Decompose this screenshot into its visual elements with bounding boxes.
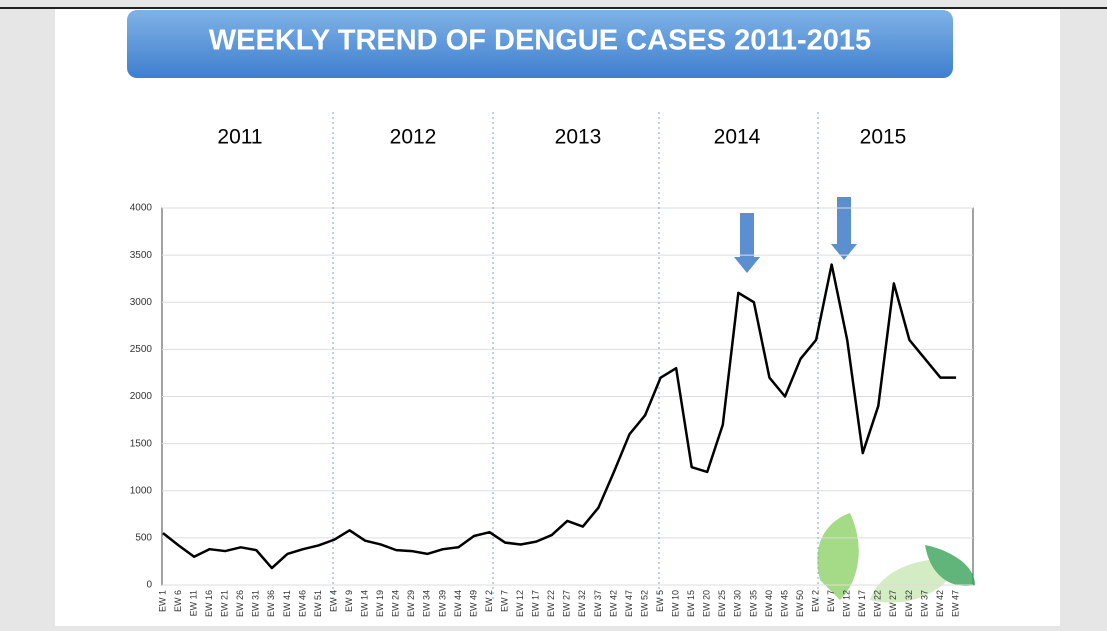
chart-title: WEEKLY TREND OF DENGUE CASES 2011-2015 <box>209 25 871 57</box>
x-tick-label: EW 17 <box>531 590 541 617</box>
y-tick-label: 3000 <box>130 297 153 308</box>
x-tick-label: EW 27 <box>888 590 898 617</box>
x-tick-label: EW 7 <box>826 590 836 612</box>
x-tick-label: EW 2 <box>810 590 820 612</box>
y-tick-label: 0 <box>146 580 152 591</box>
x-tick-label: EW 14 <box>360 590 370 617</box>
x-tick-label: EW 21 <box>220 590 230 617</box>
x-tick-label: EW 22 <box>873 590 883 617</box>
x-tick-label: EW 27 <box>562 590 572 617</box>
x-tick-label: EW 50 <box>795 590 805 617</box>
x-tick-label: EW 17 <box>857 590 867 617</box>
x-tick-label: EW 42 <box>608 590 618 617</box>
y-tick-label: 500 <box>135 533 152 544</box>
x-tick-label: EW 20 <box>702 590 712 617</box>
year-label: 2015 <box>860 126 907 149</box>
x-tick-label: EW 46 <box>297 590 307 617</box>
x-tick-label: EW 10 <box>671 590 681 617</box>
leaves <box>817 513 975 603</box>
x-tick-label: EW 7 <box>499 590 509 612</box>
x-tick-label: EW 1 <box>157 590 167 612</box>
data-line <box>162 263 957 570</box>
x-tick-label: EW 40 <box>764 590 774 617</box>
x-tick-label: EW 4 <box>328 590 338 612</box>
x-tick-label: EW 9 <box>344 590 354 612</box>
x-tick-label: EW 16 <box>204 590 214 617</box>
x-tick-label: EW 37 <box>919 590 929 617</box>
x-tick-label: EW 36 <box>266 590 276 617</box>
x-tick-label: EW 44 <box>453 590 463 617</box>
x-tick-label: EW 37 <box>593 590 603 617</box>
x-tick-label: EW 52 <box>639 590 649 617</box>
x-tick-label: EW 47 <box>624 590 634 617</box>
y-tick-label: 3500 <box>130 250 153 261</box>
x-tick-label: EW 2 <box>484 590 494 612</box>
year-label: 2011 <box>217 126 262 149</box>
arrows <box>734 197 857 273</box>
x-tick-label: EW 5 <box>655 590 665 612</box>
year-label: 2014 <box>714 126 761 149</box>
x-tick-label: EW 45 <box>779 590 789 617</box>
y-tick-label: 2500 <box>130 344 153 355</box>
x-tick-label: EW 24 <box>391 590 401 617</box>
slide-body <box>55 8 1060 626</box>
x-tick-label: EW 30 <box>733 590 743 617</box>
x-tick-label: EW 49 <box>468 590 478 617</box>
y-tick-label: 1000 <box>130 485 153 496</box>
x-tick-label: EW 12 <box>515 590 525 617</box>
x-tick-label: EW 42 <box>935 590 945 617</box>
x-tick-label: EW 35 <box>748 590 758 617</box>
x-tick-label: EW 34 <box>422 590 432 617</box>
x-tick-label: EW 15 <box>686 590 696 617</box>
x-tick-label: EW 31 <box>251 590 261 617</box>
x-tick-label: EW 11 <box>188 590 198 616</box>
x-tick-label: EW 22 <box>546 590 556 617</box>
x-tick-label: EW 41 <box>282 590 292 617</box>
year-label: 2013 <box>555 126 602 149</box>
x-tick-label: EW 6 <box>173 590 183 612</box>
x-tick-label: EW 26 <box>235 590 245 617</box>
x-tick-label: EW 47 <box>950 590 960 617</box>
x-tick-label: EW 32 <box>904 590 914 617</box>
x-tick-label: EW 39 <box>437 590 447 617</box>
y-tick-label: 2000 <box>130 391 153 402</box>
y-tick-label: 1500 <box>130 438 153 449</box>
x-tick-label: EW 51 <box>313 590 323 617</box>
y-tick-label: 4000 <box>130 203 153 214</box>
x-tick-label: EW 29 <box>406 590 416 617</box>
x-tick-label: EW 25 <box>717 590 727 617</box>
title-banner <box>127 10 953 78</box>
x-tick-label: EW 12 <box>842 590 852 617</box>
year-label: 2012 <box>390 126 437 149</box>
x-tick-label: EW 32 <box>577 590 587 617</box>
x-tick-label: EW 19 <box>375 590 385 617</box>
